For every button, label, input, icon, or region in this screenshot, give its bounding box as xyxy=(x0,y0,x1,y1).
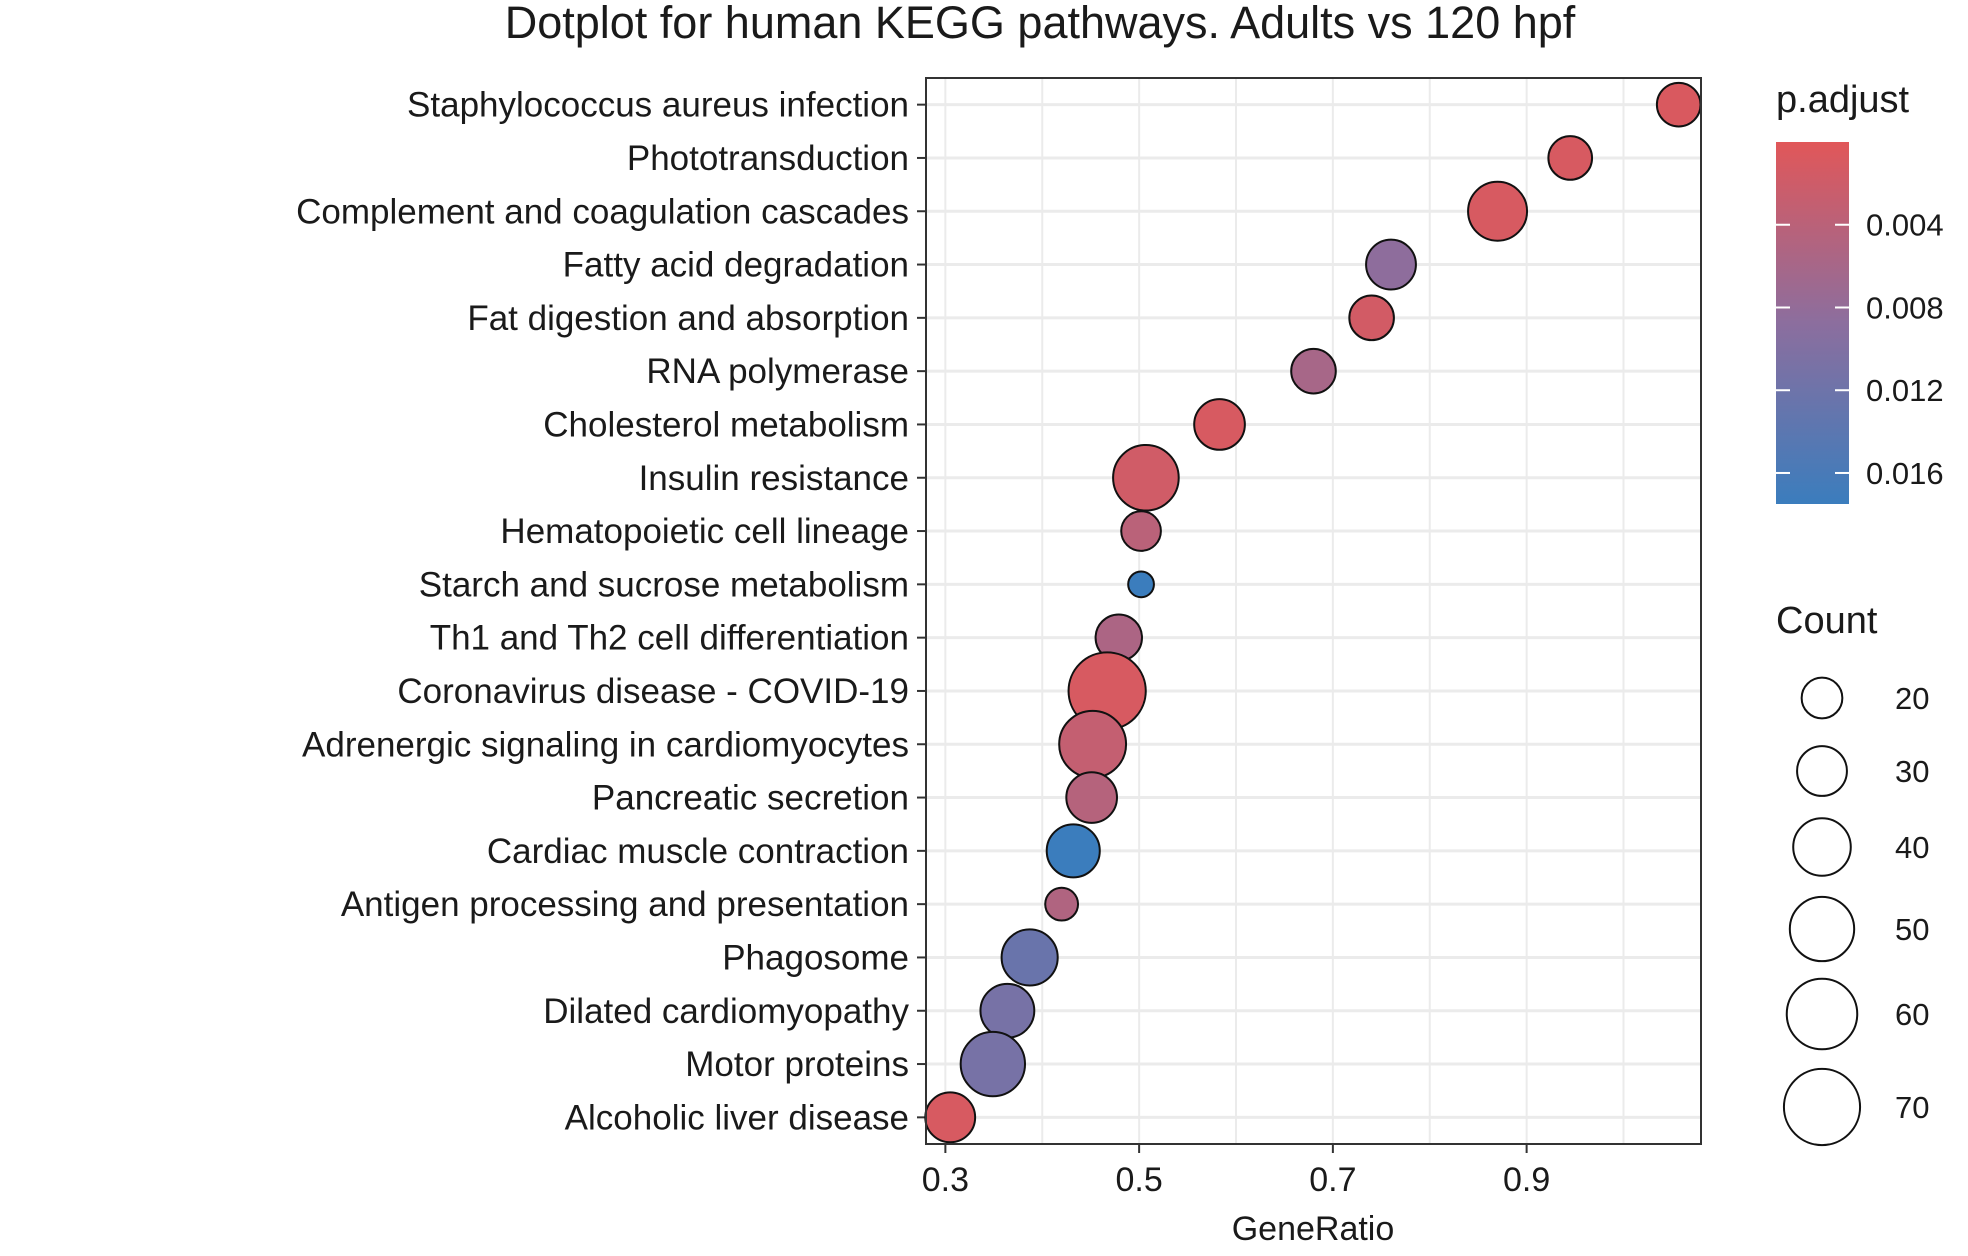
size-legend-circle xyxy=(1800,676,1844,720)
data-point xyxy=(1193,398,1246,451)
gridlines xyxy=(926,78,1701,1144)
x-tick-label: 0.9 xyxy=(1503,1161,1550,1199)
size-legend-label: 40 xyxy=(1895,830,1929,865)
data-point xyxy=(1365,238,1417,291)
data-point xyxy=(1045,823,1101,879)
data-point xyxy=(1112,443,1180,512)
size-legend-title: Count xyxy=(1776,600,1878,642)
size-legend-label: 70 xyxy=(1895,1090,1929,1125)
y-tick-label: Insulin resistance xyxy=(639,459,909,498)
size-legend-label: 50 xyxy=(1895,912,1929,947)
data-point xyxy=(924,1091,977,1144)
data-point xyxy=(979,982,1036,1039)
data-point xyxy=(1044,886,1080,922)
size-legend-label: 30 xyxy=(1895,754,1929,789)
plot-border xyxy=(925,77,1702,1145)
color-bar-tick-label: 0.016 xyxy=(1866,456,1944,491)
y-tick-label: Starch and sucrose metabolism xyxy=(419,565,909,604)
x-axis-label: GeneRatio xyxy=(1232,1210,1395,1248)
y-tick-label: Fatty acid degradation xyxy=(563,246,909,285)
y-tick-label: Adrenergic signaling in cardiomyocytes xyxy=(302,725,909,764)
size-legend-label: 20 xyxy=(1895,681,1929,716)
color-legend-title: p.adjust xyxy=(1776,79,1910,121)
chart-title: Dotplot for human KEGG pathways. Adults … xyxy=(505,0,1576,48)
data-point xyxy=(1348,294,1395,342)
data-point xyxy=(959,1030,1027,1098)
size-legend-circle xyxy=(1796,745,1848,797)
y-tick-label: Motor proteins xyxy=(685,1045,909,1084)
data-point xyxy=(1467,180,1529,242)
y-tick-label: RNA polymerase xyxy=(646,352,909,391)
color-bar-ticks: 0.004 0.008 0.012 0.016 xyxy=(1776,208,1944,491)
y-tick-label: Hematopoietic cell lineage xyxy=(500,512,909,551)
color-bar-tick-label: 0.008 xyxy=(1866,290,1944,325)
y-tick-label: Fat digestion and absorption xyxy=(467,299,909,338)
color-bar-tick-label: 0.012 xyxy=(1866,373,1944,408)
data-point xyxy=(1127,570,1155,599)
data-point xyxy=(1655,81,1702,128)
data-point xyxy=(1058,709,1128,779)
y-tick-label: Phototransduction xyxy=(627,139,909,178)
data-point xyxy=(1290,347,1337,395)
y-tick-label: Coronavirus disease - COVID-19 xyxy=(397,672,909,711)
size-legend-circle xyxy=(1782,1067,1862,1147)
size-legend-circle xyxy=(1792,817,1852,877)
color-bar xyxy=(1776,142,1849,504)
size-legend-circle xyxy=(1785,977,1859,1051)
y-axis: Staphylococcus aureus infection Phototran… xyxy=(296,86,926,1137)
y-tick-label: Pancreatic secretion xyxy=(592,779,909,818)
y-tick-label: Alcoholic liver disease xyxy=(565,1098,909,1137)
size-legend-circle xyxy=(1788,895,1856,963)
color-bar-tick-label: 0.004 xyxy=(1866,208,1944,243)
x-axis: 0.3 0.5 0.7 0.9 xyxy=(922,1144,1550,1199)
x-tick-label: 0.3 xyxy=(922,1161,969,1199)
color-legend: p.adjust 0.004 0.008 0.012 0.016 xyxy=(1776,79,1944,504)
y-tick-label: Cardiac muscle contraction xyxy=(487,832,909,871)
y-tick-label: Dilated cardiomyopathy xyxy=(543,992,909,1031)
y-tick-label: Cholesterol metabolism xyxy=(543,405,909,444)
x-tick-label: 0.7 xyxy=(1309,1161,1356,1199)
size-legend-items: 20 30 40 50 60 70 xyxy=(1782,676,1929,1147)
size-legend-label: 60 xyxy=(1895,997,1929,1032)
size-legend: Count 20 30 40 50 60 70 xyxy=(1776,600,1929,1147)
data-point xyxy=(1000,928,1059,987)
y-tick-label: Complement and coagulation cascades xyxy=(296,192,909,231)
data-point xyxy=(1065,771,1118,824)
x-tick-label: 0.5 xyxy=(1115,1161,1162,1199)
y-tick-label: Antigen processing and presentation xyxy=(341,885,909,924)
y-tick-label: Phagosome xyxy=(722,938,909,977)
data-point xyxy=(1120,510,1162,552)
y-tick-label: Staphylococcus aureus infection xyxy=(407,86,909,125)
data-point xyxy=(1547,135,1594,181)
y-tick-label: Th1 and Th2 cell differentiation xyxy=(430,619,909,658)
data-points xyxy=(924,81,1702,1144)
